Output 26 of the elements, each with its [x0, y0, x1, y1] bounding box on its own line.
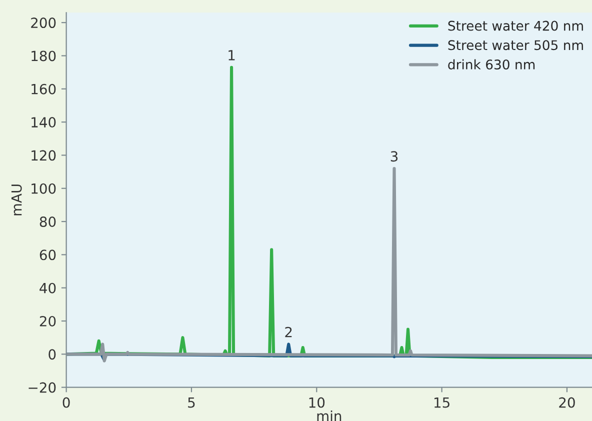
- y-tick-label: 20: [40, 316, 56, 326]
- x-tick-label: 5: [188, 397, 195, 408]
- line-series: [66, 166, 592, 362]
- y-tick-label: 160: [32, 84, 56, 94]
- y-axis-title: mAU: [11, 184, 22, 216]
- y-tick-label: 0: [48, 349, 56, 360]
- x-tick-label: 10: [309, 397, 325, 408]
- y-tick-label: 100: [32, 183, 56, 194]
- x-tick-label: 0: [62, 397, 70, 408]
- legend-label: Street water 420 nm: [448, 20, 583, 31]
- annotation: 2: [285, 326, 292, 338]
- y-tick-label: −20: [28, 382, 56, 393]
- legend-label: Street water 505 nm: [448, 40, 583, 50]
- x-tick-label: 20: [559, 397, 575, 408]
- y-tick-label: 120: [32, 150, 56, 161]
- y-tick-label: 60: [40, 250, 56, 260]
- y-tick-label: 40: [40, 282, 56, 294]
- x-tick-label: 15: [434, 397, 450, 408]
- y-tick-label: 140: [32, 117, 56, 128]
- y-tick-label: 200: [31, 18, 56, 28]
- y-tick-label: 80: [40, 216, 56, 227]
- legend-label: drink 630 nm: [448, 59, 535, 70]
- x-axis-title: min: [317, 410, 342, 421]
- annotation: 3: [390, 151, 398, 162]
- annotation: 1: [228, 50, 235, 60]
- y-tick-label: 180: [32, 50, 56, 62]
